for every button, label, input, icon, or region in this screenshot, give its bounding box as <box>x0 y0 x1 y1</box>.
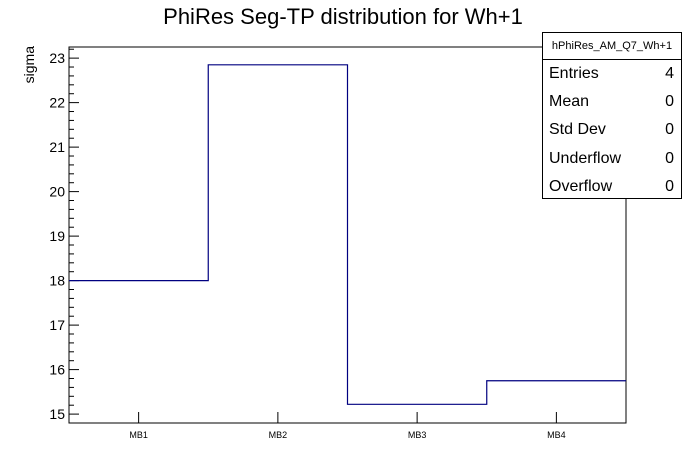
x-axis-ticks: MB1 MB2 MB3 MB4 <box>129 412 566 440</box>
y-tick-label: 15 <box>49 406 65 422</box>
stats-row-entries: Entries 4 <box>543 60 681 88</box>
y-tick-label: 17 <box>49 317 65 333</box>
y-axis-ticks: 15 16 17 18 19 20 21 22 23 <box>49 48 79 424</box>
histogram-step-line <box>69 64 626 405</box>
y-tick-label: 16 <box>49 362 65 378</box>
stats-row-stddev: Std Dev 0 <box>543 116 681 144</box>
stats-row-underflow: Underflow 0 <box>543 145 681 173</box>
stats-value: 0 <box>665 121 674 139</box>
y-tick-label: 19 <box>49 228 65 244</box>
y-tick-label: 21 <box>49 139 65 155</box>
y-tick-label: 20 <box>49 184 65 200</box>
y-axis-label: sigma <box>21 46 37 84</box>
stats-value: 0 <box>665 177 674 195</box>
stats-row-overflow: Overflow 0 <box>543 173 681 201</box>
stats-label: Mean <box>549 93 590 111</box>
stats-label: Std Dev <box>549 121 606 139</box>
stats-label: Entries <box>549 65 599 83</box>
plot-frame <box>68 46 627 424</box>
stats-row-mean: Mean 0 <box>543 88 681 116</box>
stats-histogram-name: hPhiRes_AM_Q7_Wh+1 <box>543 33 681 60</box>
x-tick-label: MB4 <box>547 430 566 440</box>
stats-label: Underflow <box>549 149 622 167</box>
y-tick-label: 18 <box>49 273 65 289</box>
stats-label: Overflow <box>549 177 613 195</box>
x-tick-label: MB1 <box>129 430 148 440</box>
stats-value: 4 <box>665 65 674 83</box>
y-tick-label: 23 <box>49 50 65 66</box>
chart-title: PhiRes Seg-TP distribution for Wh+1 <box>163 4 523 29</box>
stats-value: 0 <box>665 149 674 167</box>
stats-box: hPhiRes_AM_Q7_Wh+1 Entries 4 Mean 0 Std … <box>542 32 682 199</box>
x-tick-label: MB3 <box>408 430 427 440</box>
x-tick-label: MB2 <box>269 430 288 440</box>
stats-value: 0 <box>665 93 674 111</box>
y-tick-label: 22 <box>49 95 65 111</box>
